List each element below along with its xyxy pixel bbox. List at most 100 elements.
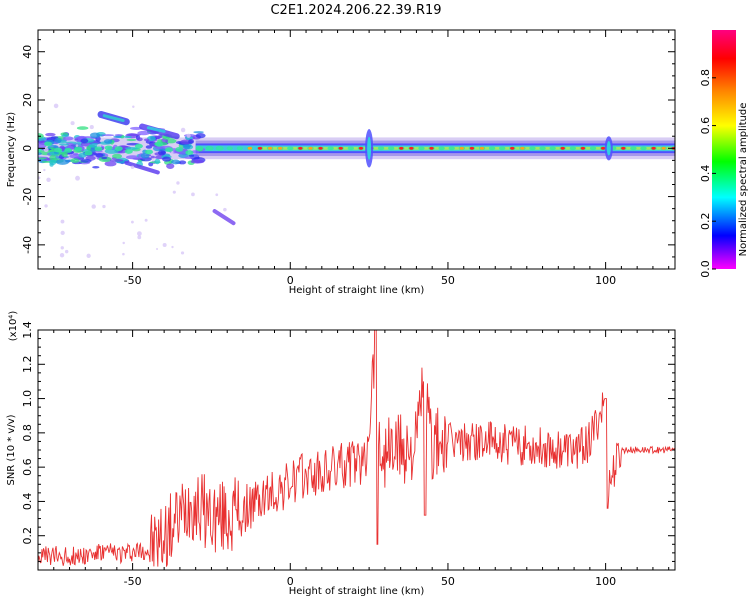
- spectrogram-cell: [78, 152, 87, 158]
- spectrogram-streak: [212, 209, 236, 226]
- spectrogram-speck: [144, 218, 148, 222]
- spectrogram-panel: -50 0 50 100 Height of straight line (km) -40…: [6, 29, 676, 296]
- band-peak: [277, 146, 283, 150]
- spectrogram-cell: [49, 154, 57, 161]
- spectrogram-speck: [171, 245, 174, 249]
- spectrogram-cell: [162, 156, 172, 162]
- snr-ytick-label: 1.2: [21, 356, 34, 374]
- spectrogram-cell: [54, 137, 62, 143]
- spectrogram-cell: [101, 156, 108, 160]
- snr-ylabel: SNR (10 * v/v): [6, 414, 17, 485]
- spectrogram-cell: [165, 138, 177, 144]
- spectrogram-cell: [178, 160, 187, 165]
- spectrogram-cell: [48, 147, 56, 152]
- band-cell: [549, 146, 556, 151]
- band-cell: [215, 145, 224, 151]
- band-cell: [347, 146, 355, 151]
- spectrogram-cell: [154, 158, 161, 165]
- spectrogram-speck: [137, 235, 142, 240]
- band-cell: [640, 146, 647, 151]
- spectrogram-cell: [166, 163, 175, 169]
- spectrogram-xtick-label: -50: [124, 274, 142, 287]
- spectrogram-cell: [59, 143, 70, 146]
- spectrogram-ytick-label: 40: [21, 45, 34, 59]
- colorbar-gradient: [712, 30, 736, 269]
- spectrogram-speck: [70, 121, 75, 126]
- band-cell: [54, 147, 63, 153]
- snr-ytick-label: 0.8: [21, 424, 34, 442]
- spectrogram-speck: [44, 204, 48, 208]
- spectrogram-cell: [114, 134, 123, 137]
- spectrogram-xtick-label: 0: [287, 274, 294, 287]
- colorbar-tick-label: 0.0: [699, 260, 712, 278]
- band-cell: [185, 150, 194, 155]
- spectrogram-cell: [145, 145, 153, 149]
- snr-ytick-label: 0.4: [21, 493, 34, 511]
- spectrogram-cell: [124, 135, 132, 139]
- spectrogram-speck: [170, 150, 174, 154]
- spectrogram-cell: [188, 139, 195, 144]
- snr-xtick-label: -50: [124, 575, 142, 588]
- spectrogram-cell: [137, 130, 150, 136]
- band-cell: [488, 146, 496, 151]
- spectrogram-xtick-label: 50: [441, 274, 455, 287]
- colorbar-tick-label: 0.2: [699, 212, 712, 230]
- spectrogram-speck: [223, 207, 227, 212]
- band-cell: [104, 145, 113, 151]
- band-peak: [479, 146, 485, 150]
- spectrogram-cell: [95, 153, 104, 158]
- band-peak: [247, 146, 253, 150]
- spectrogram-streak: [102, 114, 125, 123]
- band-peak: [661, 146, 666, 150]
- band-peak: [651, 146, 656, 150]
- band-cell: [74, 146, 83, 152]
- band-peak: [257, 146, 263, 150]
- band-cell: [165, 147, 174, 153]
- spectrogram-frame: [37, 29, 676, 270]
- spectrogram-cell: [113, 135, 122, 138]
- spectrogram-ytick-label: 0: [21, 145, 34, 152]
- spectrogram-speck: [186, 133, 191, 138]
- spectrogram-cell: [193, 157, 200, 160]
- spectrogram-speck: [191, 192, 195, 197]
- band-cell: [236, 146, 244, 151]
- spectrogram-speck: [130, 165, 135, 170]
- band-cell: [205, 145, 214, 151]
- band-peak: [510, 146, 515, 150]
- spectrogram-cell: [150, 155, 155, 159]
- band-peak: [621, 146, 626, 150]
- colorbar-tick-label: 0.8: [699, 69, 712, 87]
- snr-multiplier: (x10⁴): [8, 311, 19, 342]
- band-peak: [318, 146, 323, 150]
- spectrogram-cell: [126, 133, 141, 137]
- spectrogram-cell: [38, 157, 47, 160]
- snr-xtick-label: 0: [287, 575, 294, 588]
- band-cell: [64, 148, 73, 153]
- spectrogram-streak: [146, 126, 166, 133]
- spectrogram-cell: [140, 152, 150, 159]
- spectrogram-cell: [62, 136, 74, 141]
- spectrogram-speck: [172, 190, 176, 194]
- band-peak: [409, 146, 414, 150]
- spectrogram-ytick-label: -20: [21, 188, 34, 206]
- snr-panel: -50 0 50 100 Height of straight line (km) 0.2…: [6, 311, 676, 597]
- spectrogram-cell: [193, 131, 204, 134]
- spectrogram-speck: [180, 251, 185, 255]
- band-cell: [195, 145, 204, 151]
- spectrogram-xlabel: Height of straight line (km): [289, 285, 425, 296]
- band-cell: [38, 147, 42, 153]
- band-cell: [155, 141, 164, 147]
- spectrogram-speck: [151, 158, 155, 162]
- spectrogram-cell: [193, 154, 199, 158]
- spectrogram-speck: [89, 125, 94, 130]
- spectrogram-cell: [190, 159, 205, 164]
- band-cell: [124, 149, 133, 154]
- band-cell: [498, 146, 506, 151]
- spectrogram-cell: [109, 158, 124, 162]
- spectrogram-cell: [184, 156, 195, 159]
- spectrogram-speck: [215, 193, 219, 197]
- spectrogram-speck: [102, 204, 106, 209]
- spectrogram-xtick-label: 100: [595, 274, 616, 287]
- band-disturbance-core: [367, 136, 372, 160]
